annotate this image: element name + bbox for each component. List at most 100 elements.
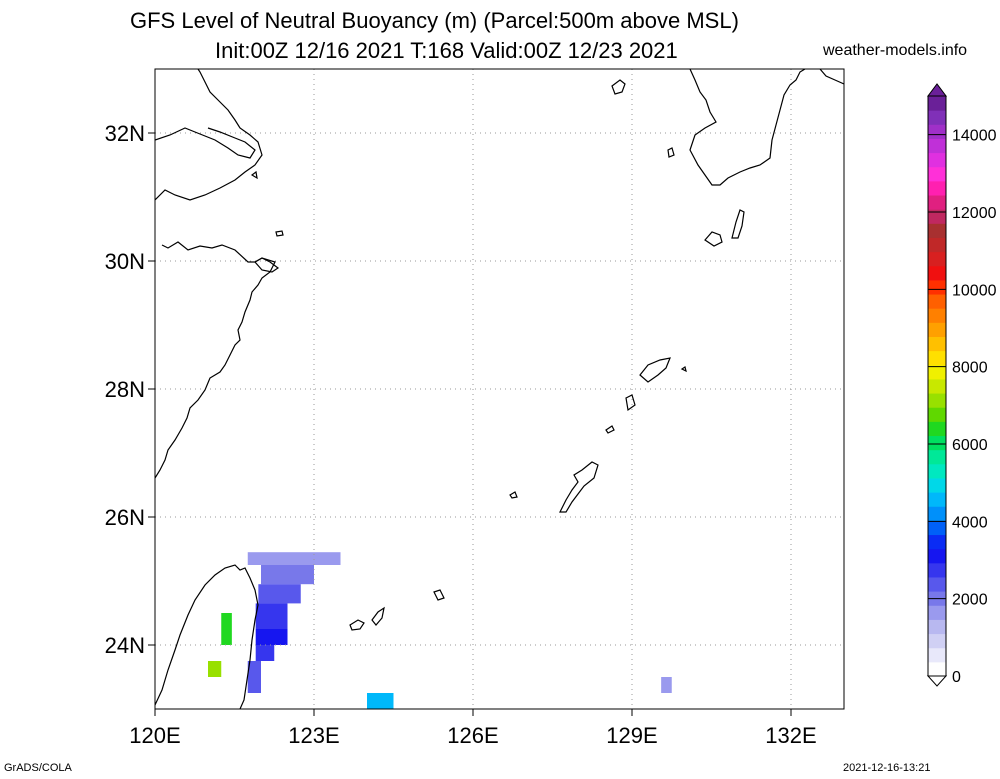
coastline-estuary: [155, 127, 256, 159]
x-tick-label: 123E: [288, 723, 339, 748]
colorbar-swatch: [928, 96, 946, 111]
data-cell: [255, 629, 288, 645]
colorbar-swatch: [928, 265, 946, 281]
axis-ticks-layer: 120E 123E 126E 129E 132E 24N 26N 28N 30N 32N: [105, 121, 817, 748]
island-okinawa: [559, 461, 599, 513]
colorbar-swatch: [928, 152, 946, 168]
data-cell: [661, 677, 672, 693]
colorbar-swatch: [928, 322, 946, 337]
data-cell: [221, 613, 232, 645]
data-cell: [247, 552, 341, 565]
colorbar-swatch: [928, 237, 946, 253]
x-tick-label: 132E: [765, 723, 816, 748]
colorbar-swatch: [928, 110, 946, 125]
island-ishigaki: [371, 606, 385, 626]
colorbar-swatch: [928, 463, 946, 479]
island-small-a: [250, 170, 258, 180]
colorbar-swatch: [928, 619, 946, 635]
colorbar-swatch: [928, 166, 946, 182]
data-cell: [247, 661, 261, 693]
colorbar-swatch: [928, 180, 946, 196]
colorbar-max-arrow: [927, 83, 947, 97]
data-cell: [255, 645, 275, 661]
colorbar-swatch: [928, 209, 946, 224]
colorbar-label: 10000: [952, 282, 997, 299]
colorbar-swatch: [928, 562, 946, 578]
y-tick-label: 30N: [105, 249, 145, 274]
y-tick-label: 26N: [105, 505, 145, 530]
island-okinoerabu: [605, 425, 615, 434]
data-cell: [261, 565, 314, 585]
x-tick-label: 126E: [447, 723, 498, 748]
island-tokunoshima: [625, 394, 636, 412]
map-subtitle: Init:00Z 12/16 2021 T:168 Valid:00Z 12/2…: [215, 38, 678, 63]
colorbar: 0 2000 4000 6000 8000 10000 12000 14000: [926, 83, 997, 687]
coastline-taiwan: [155, 564, 259, 709]
colorbar-swatch: [928, 336, 946, 352]
colorbar-swatch: [928, 308, 946, 323]
colorbar-swatch: [928, 477, 946, 493]
colorbar-label: 8000: [952, 360, 988, 377]
colorbar-swatch: [928, 195, 946, 210]
colorbar-swatch: [928, 407, 946, 422]
y-tick-label: 32N: [105, 121, 145, 146]
island-kume: [509, 491, 518, 499]
grid-layer: [155, 69, 844, 709]
colorbar-swatch: [928, 364, 946, 380]
island-yakushima: [704, 231, 723, 247]
data-cell: [255, 603, 288, 629]
colorbar-swatch: [928, 576, 946, 592]
colorbar-swatch: [928, 605, 946, 620]
colorbar-swatch: [928, 548, 946, 564]
colorbar-label: 2000: [952, 592, 988, 609]
site-credit: weather-models.info: [823, 42, 968, 59]
island-zhoushan: [254, 257, 280, 273]
x-tick-label: 129E: [606, 723, 657, 748]
colorbar-label: 6000: [952, 437, 988, 454]
colorbar-swatch: [928, 449, 946, 465]
island-kyushu-west-a: [611, 79, 626, 95]
coastline-bay: [155, 69, 263, 201]
colorbar-swatch: [928, 251, 946, 267]
colorbar-swatch: [928, 124, 946, 139]
colorbar-swatch: [928, 633, 946, 649]
colorbar-label: 4000: [952, 514, 988, 531]
data-cell: [258, 584, 301, 604]
data-cell: [367, 693, 394, 709]
island-small-b: [275, 230, 284, 237]
island-iriomote: [349, 619, 365, 631]
colorbar-swatch: [928, 378, 946, 394]
island-amami: [639, 357, 671, 383]
colorbar-swatch: [928, 435, 946, 451]
colorbar-swatch: [928, 492, 946, 507]
colorbar-swatch: [928, 647, 946, 663]
colorbar-min-arrow: [926, 675, 948, 687]
colorbar-swatch: [928, 421, 946, 437]
coastline-china: [155, 241, 276, 479]
colorbar-swatch: [928, 661, 946, 677]
island-amami-small: [680, 366, 687, 373]
footer-timestamp: 2021-12-16-13:21: [843, 762, 931, 774]
y-tick-label: 24N: [105, 633, 145, 658]
map-title: GFS Level of Neutral Buoyancy (m) (Parce…: [130, 8, 739, 33]
colorbar-swatch: [928, 138, 946, 154]
colorbar-swatch: [928, 223, 946, 238]
data-field-layer: [208, 552, 672, 709]
island-kyushu-west-b: [667, 147, 675, 158]
x-tick-label: 120E: [129, 723, 180, 748]
colorbar-swatch: [928, 350, 946, 366]
colorbar-swatch: [928, 506, 946, 521]
y-tick-label: 28N: [105, 377, 145, 402]
colorbar-label: 12000: [952, 205, 997, 222]
colorbar-label: 0: [952, 669, 961, 686]
colorbar-swatch: [928, 520, 946, 536]
colorbar-swatch: [928, 294, 946, 309]
colorbar-label: 14000: [952, 128, 997, 145]
coastline-layer: [155, 69, 844, 709]
footer-software: GrADS/COLA: [4, 762, 72, 774]
data-cell: [208, 661, 222, 677]
colorbar-swatch: [928, 393, 946, 408]
island-tanegashima: [731, 209, 745, 239]
